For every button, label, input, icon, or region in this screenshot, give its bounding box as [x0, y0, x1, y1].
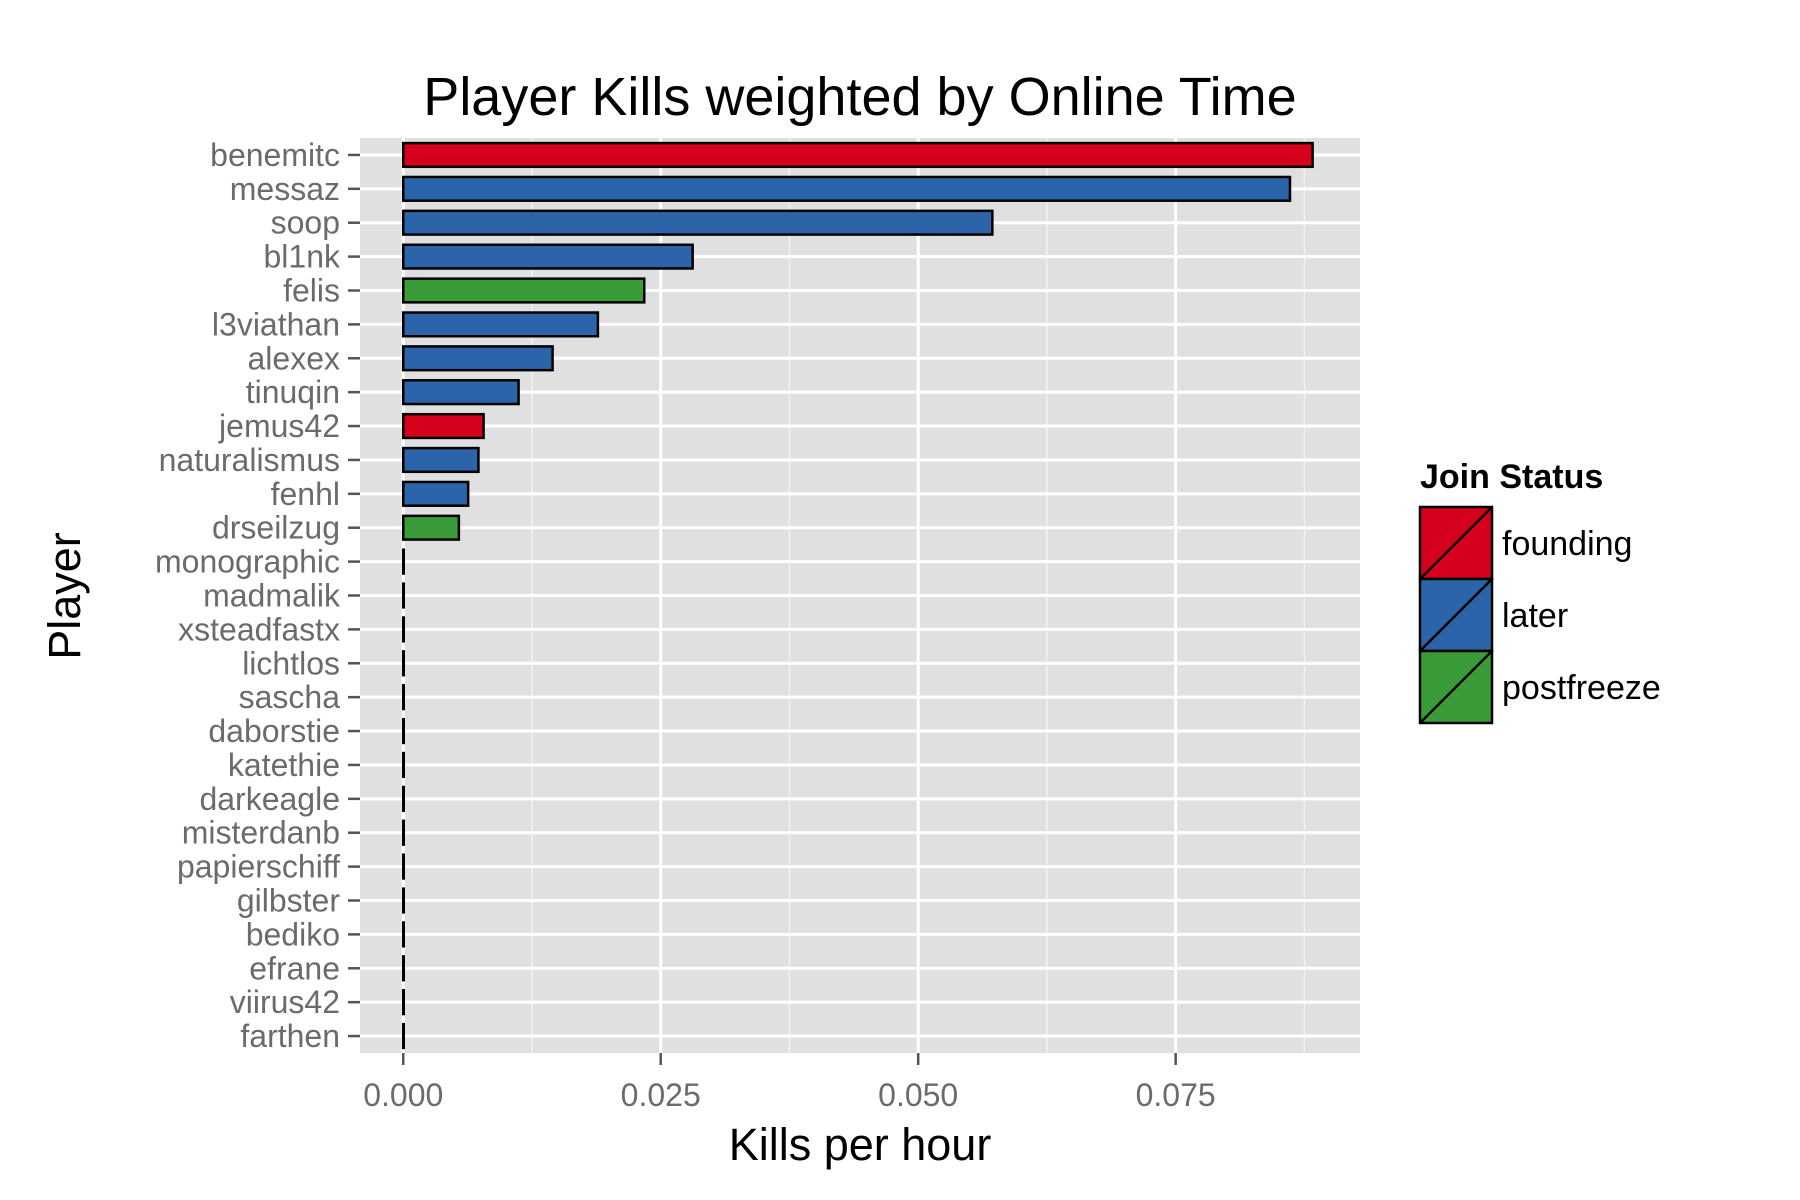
- y-tick-label: farthen: [240, 1018, 340, 1054]
- chart-title: Player Kills weighted by Online Time: [423, 67, 1296, 127]
- bar-bl1nk: [402, 243, 694, 270]
- bar-jemus42: [402, 412, 485, 440]
- y-tick-label: l3viathan: [212, 306, 340, 342]
- legend-title: Join Status: [1420, 458, 1603, 496]
- y-tick-label: viirus42: [230, 984, 340, 1020]
- y-tick-label: darkeagle: [199, 781, 340, 817]
- bar-bediko: [402, 921, 406, 948]
- legend-label-later: later: [1502, 597, 1568, 635]
- legend-key-diagonal: [1419, 506, 1493, 580]
- x-tick-label: 0.075: [1136, 1077, 1216, 1113]
- bar-gilbster: [402, 887, 406, 914]
- bar-madmalik: [402, 582, 406, 609]
- legend-key-diagonal: [1419, 650, 1493, 724]
- y-tick-label: gilbster: [237, 883, 341, 919]
- y-tick-label: papierschiff: [177, 849, 340, 885]
- bar-sascha: [402, 684, 406, 711]
- bar-monographic: [402, 548, 406, 575]
- y-tick-label: madmalik: [203, 578, 341, 614]
- y-tick-label: naturalismus: [159, 442, 340, 478]
- bar-drseilzug: [402, 514, 461, 541]
- bar-daborstie: [402, 717, 406, 745]
- y-tick-label: soop: [271, 205, 340, 241]
- y-tick-label: bediko: [246, 916, 340, 952]
- x-tick-label: 0.025: [621, 1077, 701, 1113]
- legend: Join Status founding later postfreeze: [1418, 458, 1661, 725]
- y-tick-label: jemus42: [218, 408, 340, 444]
- y-tick-label: xsteadfastx: [178, 611, 340, 647]
- y-tick-label: sascha: [239, 679, 341, 715]
- y-tick-label: bl1nk: [264, 239, 342, 275]
- bar-efrane: [402, 955, 406, 982]
- y-tick-label: messaz: [230, 171, 340, 207]
- bar-lichtlos: [402, 650, 406, 677]
- bar-soop: [402, 209, 994, 236]
- y-tick-label: drseilzug: [212, 510, 340, 546]
- x-tick-label: 0.000: [363, 1077, 443, 1113]
- x-axis-title: Kills per hour: [729, 1119, 992, 1170]
- bar-misterdanb: [402, 819, 406, 846]
- legend-label-founding: founding: [1502, 525, 1632, 563]
- bar-messaz: [402, 175, 1292, 202]
- bar-papierschiff: [402, 853, 406, 880]
- bar-felis: [402, 277, 646, 304]
- bar-xsteadfastx: [402, 616, 406, 643]
- y-tick-label: fenhl: [271, 476, 340, 512]
- legend-items: founding later postfreeze: [1418, 505, 1661, 725]
- bar-alexex: [402, 345, 554, 372]
- y-tick-label: katethie: [228, 747, 340, 783]
- y-tick-label: misterdanb: [182, 815, 340, 851]
- x-axis-ticks: 0.000 0.025 0.050 0.075: [363, 1053, 1216, 1113]
- y-axis-ticks: benemitcmessazsoopbl1nkfelisl3viathanale…: [155, 137, 360, 1054]
- y-tick-label: felis: [283, 273, 340, 309]
- x-tick-label: 0.050: [878, 1077, 958, 1113]
- y-tick-label: efrane: [249, 950, 340, 986]
- y-tick-label: benemitc: [210, 137, 340, 173]
- bar-naturalismus: [402, 446, 480, 474]
- bar-darkeagle: [402, 785, 406, 812]
- y-tick-label: tinuqin: [246, 374, 340, 410]
- bar-l3viathan: [402, 311, 600, 338]
- bars: [402, 141, 1314, 1050]
- legend-key-diagonal: [1419, 578, 1493, 652]
- y-tick-label: alexex: [248, 340, 341, 376]
- bar-viirus42: [402, 989, 406, 1016]
- bar-katethie: [402, 751, 406, 779]
- legend-label-postfreeze: postfreeze: [1502, 669, 1661, 707]
- bar-farthen: [402, 1022, 406, 1050]
- y-tick-label: lichtlos: [242, 645, 340, 681]
- bar-benemitc: [402, 141, 1314, 169]
- y-tick-label: daborstie: [208, 713, 340, 749]
- bar-tinuqin: [402, 379, 520, 406]
- y-axis-title: Player: [39, 532, 90, 660]
- bar-fenhl: [402, 480, 470, 507]
- y-tick-label: monographic: [155, 544, 340, 580]
